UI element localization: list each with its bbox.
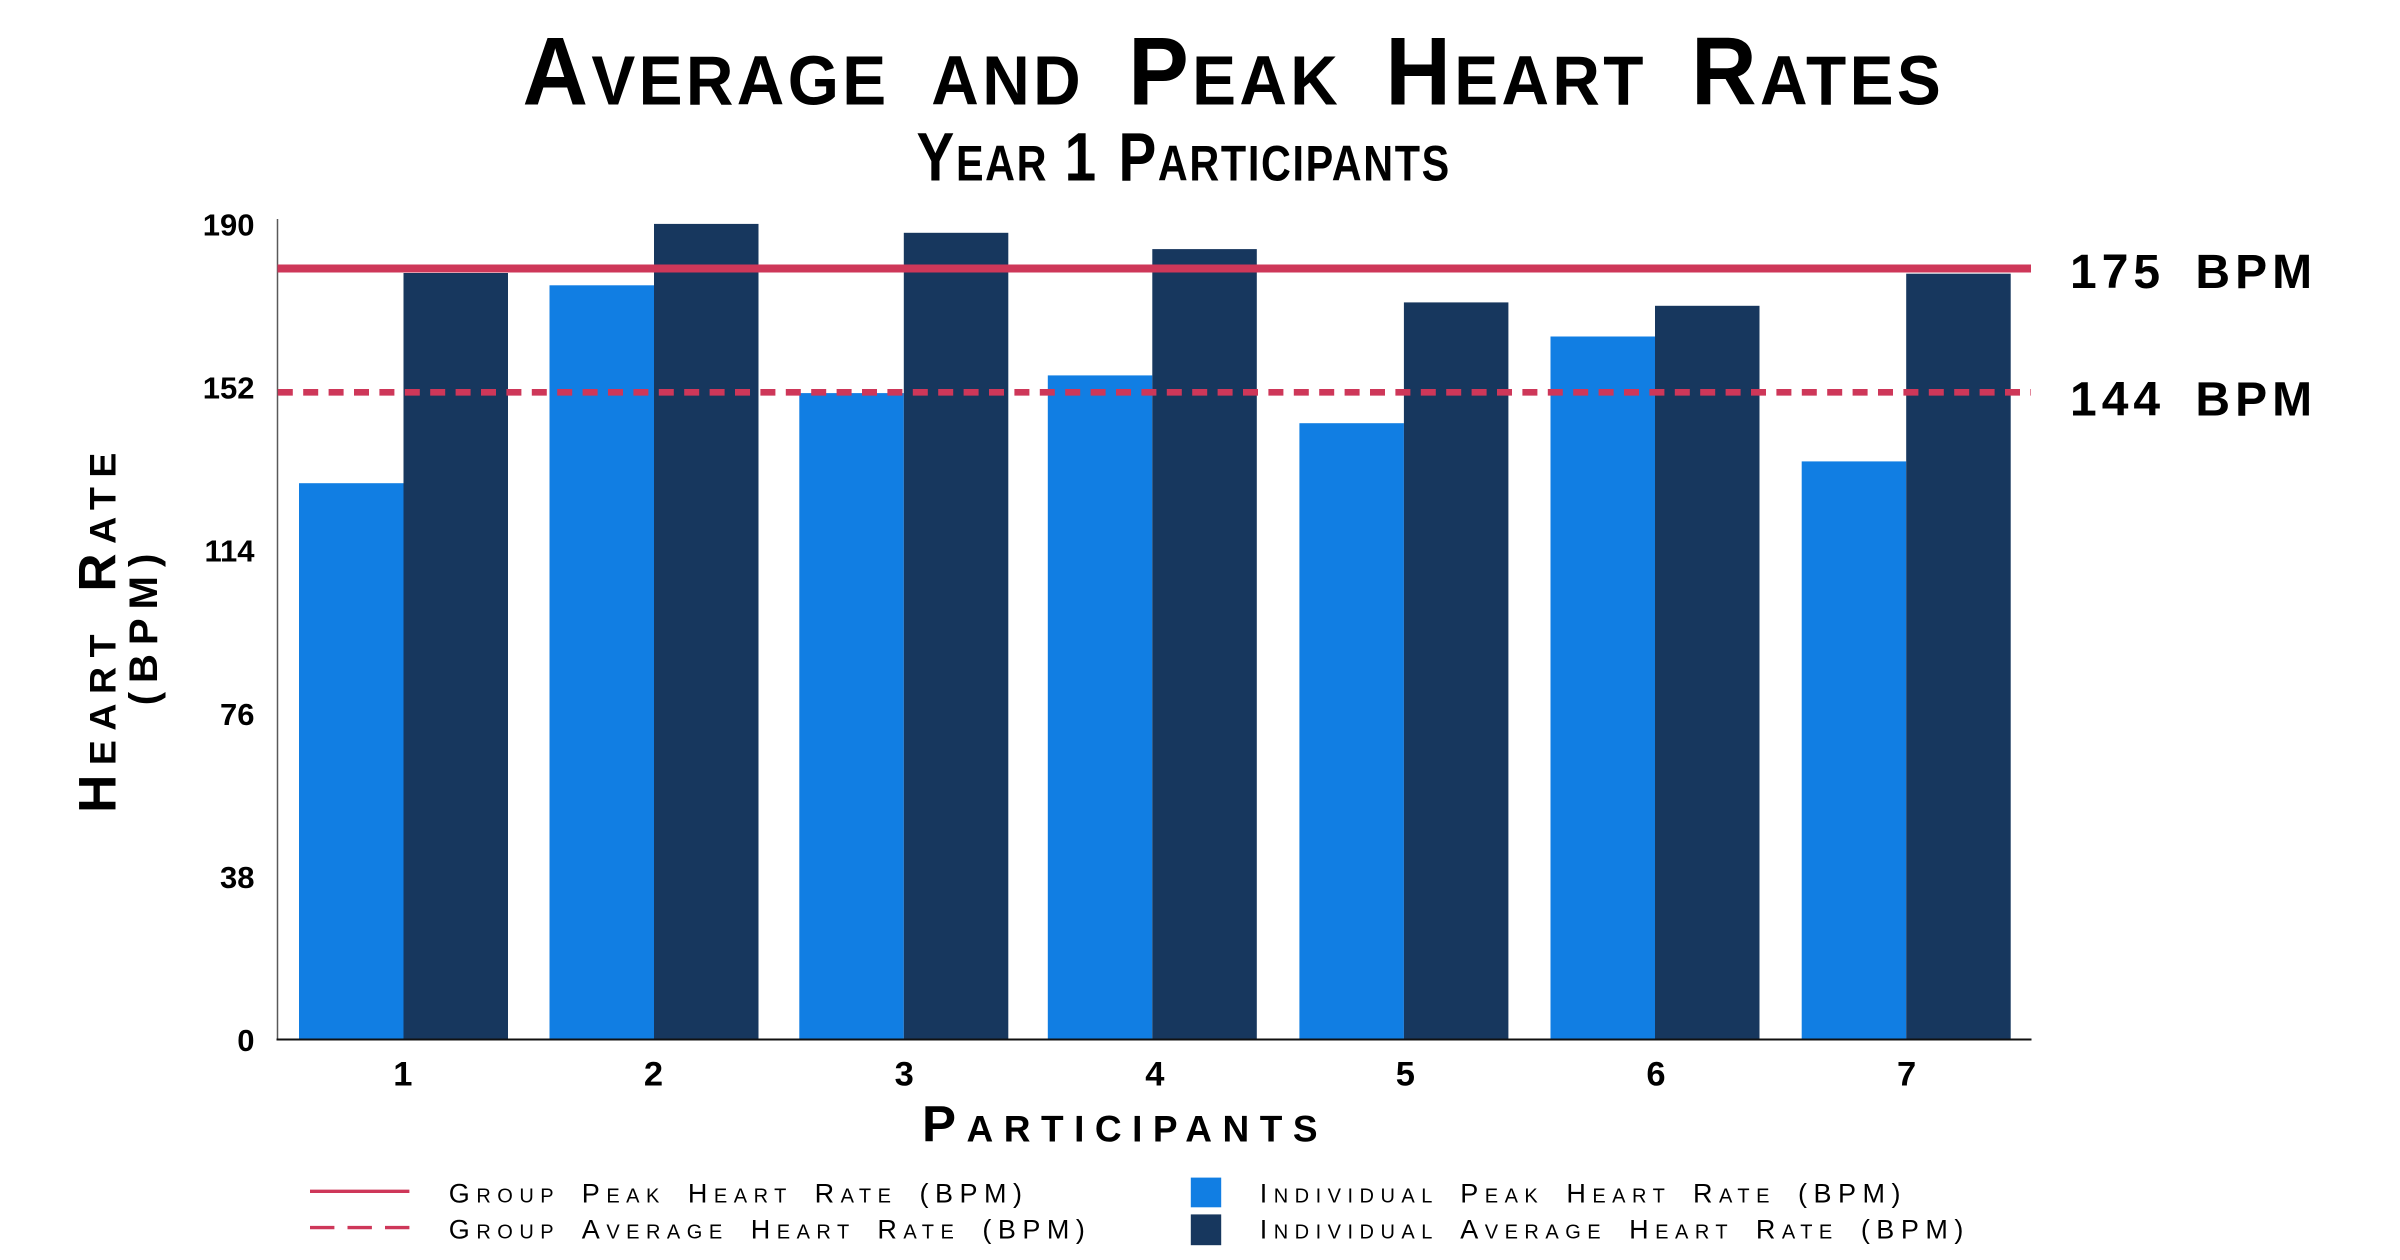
svg-text:4: 4	[1145, 1056, 1164, 1094]
svg-text:(BPM): (BPM)	[122, 545, 166, 706]
svg-text:INDIVIDUAL AVERAGE HEART RATE: INDIVIDUAL AVERAGE HEART RATE (BPM)	[1260, 1215, 1970, 1245]
svg-text:GROUP AVERAGE HEART RATE (BPM): GROUP AVERAGE HEART RATE (BPM)	[449, 1215, 1092, 1245]
svg-text:YEAR 1 PARTICIPANTS: YEAR 1 PARTICIPANTS	[917, 119, 1451, 195]
svg-text:144 BPM: 144 BPM	[2070, 374, 2317, 427]
svg-text:INDIVIDUAL PEAK HEART RATE (BP: INDIVIDUAL PEAK HEART RATE (BPM)	[1260, 1178, 1907, 1208]
svg-text:1: 1	[393, 1056, 412, 1094]
svg-text:76: 76	[220, 697, 254, 732]
svg-text:5: 5	[1396, 1056, 1415, 1094]
svg-text:6: 6	[1646, 1056, 1665, 1094]
svg-text:114: 114	[204, 534, 255, 569]
svg-text:AVERAGE AND PEAK HEART RATES: AVERAGE AND PEAK HEART RATES	[523, 17, 1945, 125]
svg-text:0: 0	[237, 1023, 254, 1058]
svg-text:152: 152	[203, 371, 255, 406]
svg-text:38: 38	[220, 860, 254, 895]
svg-text:GROUP PEAK HEART RATE (BPM): GROUP PEAK HEART RATE (BPM)	[449, 1178, 1029, 1208]
svg-text:190: 190	[203, 208, 255, 243]
svg-text:HEART RATE: HEART RATE	[69, 443, 128, 813]
svg-text:3: 3	[895, 1056, 914, 1094]
svg-text:7: 7	[1897, 1056, 1916, 1094]
svg-text:PARTICIPANTS: PARTICIPANTS	[922, 1096, 1328, 1153]
svg-text:175 BPM: 175 BPM	[2070, 246, 2317, 299]
svg-text:2: 2	[644, 1056, 663, 1094]
